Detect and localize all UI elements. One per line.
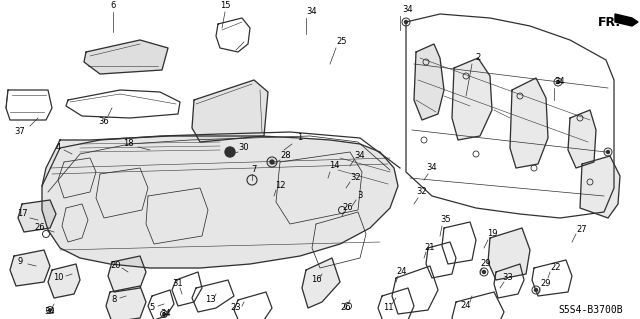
Text: 14: 14 bbox=[329, 161, 339, 170]
Text: 20: 20 bbox=[111, 261, 121, 270]
Text: 3: 3 bbox=[357, 191, 363, 201]
Polygon shape bbox=[42, 136, 398, 268]
Text: 34: 34 bbox=[45, 308, 55, 316]
Text: 8: 8 bbox=[111, 295, 116, 305]
Text: 5: 5 bbox=[149, 303, 155, 313]
Text: S5S4-B3700B: S5S4-B3700B bbox=[558, 305, 623, 315]
Text: 25: 25 bbox=[337, 38, 348, 47]
Text: 17: 17 bbox=[17, 210, 28, 219]
Text: 34: 34 bbox=[355, 151, 365, 160]
Polygon shape bbox=[414, 44, 444, 120]
Polygon shape bbox=[302, 258, 340, 308]
Polygon shape bbox=[580, 156, 620, 218]
Text: 1: 1 bbox=[298, 133, 303, 143]
Polygon shape bbox=[488, 228, 530, 280]
Text: 6: 6 bbox=[110, 2, 116, 11]
Text: 10: 10 bbox=[52, 273, 63, 283]
Circle shape bbox=[557, 80, 559, 84]
Text: 37: 37 bbox=[15, 128, 26, 137]
Text: 30: 30 bbox=[239, 144, 250, 152]
Text: 34: 34 bbox=[555, 78, 565, 86]
Text: 11: 11 bbox=[383, 303, 393, 313]
Polygon shape bbox=[452, 58, 492, 140]
Text: 2: 2 bbox=[476, 54, 481, 63]
Polygon shape bbox=[615, 14, 638, 26]
Polygon shape bbox=[510, 78, 548, 168]
Text: 34: 34 bbox=[427, 164, 437, 173]
Polygon shape bbox=[106, 286, 146, 319]
Polygon shape bbox=[84, 40, 168, 74]
Text: 23: 23 bbox=[230, 303, 241, 313]
Text: 32: 32 bbox=[351, 174, 362, 182]
Text: 35: 35 bbox=[441, 216, 451, 225]
Text: 28: 28 bbox=[281, 152, 291, 160]
Text: 26: 26 bbox=[342, 204, 353, 212]
Text: 12: 12 bbox=[275, 182, 285, 190]
Text: 22: 22 bbox=[551, 263, 561, 272]
Polygon shape bbox=[192, 80, 268, 142]
Circle shape bbox=[534, 288, 538, 292]
Polygon shape bbox=[568, 110, 596, 168]
Text: 15: 15 bbox=[220, 2, 230, 11]
Polygon shape bbox=[48, 264, 80, 298]
Text: 33: 33 bbox=[502, 273, 513, 283]
Circle shape bbox=[270, 160, 274, 164]
Text: 26: 26 bbox=[35, 224, 45, 233]
Text: 4: 4 bbox=[56, 144, 61, 152]
Text: 29: 29 bbox=[541, 279, 551, 288]
Text: 9: 9 bbox=[17, 257, 22, 266]
Text: 13: 13 bbox=[205, 295, 215, 305]
Text: 29: 29 bbox=[481, 259, 492, 269]
Circle shape bbox=[163, 313, 165, 315]
Text: 24: 24 bbox=[461, 301, 471, 310]
Text: 34: 34 bbox=[307, 8, 317, 17]
Text: 21: 21 bbox=[425, 243, 435, 253]
Text: 31: 31 bbox=[173, 279, 183, 288]
Text: 32: 32 bbox=[417, 188, 428, 197]
Circle shape bbox=[607, 151, 609, 153]
Text: 24: 24 bbox=[397, 268, 407, 277]
Text: 26: 26 bbox=[340, 303, 351, 313]
Polygon shape bbox=[108, 256, 146, 292]
Circle shape bbox=[49, 309, 51, 311]
Text: 16: 16 bbox=[310, 276, 321, 285]
Polygon shape bbox=[10, 250, 50, 286]
Circle shape bbox=[404, 20, 408, 24]
Text: 19: 19 bbox=[487, 229, 497, 239]
Circle shape bbox=[225, 147, 235, 157]
Text: FR.: FR. bbox=[598, 16, 621, 28]
Text: 34: 34 bbox=[403, 5, 413, 14]
Text: 18: 18 bbox=[123, 138, 133, 147]
Text: 7: 7 bbox=[252, 166, 257, 174]
Text: 34: 34 bbox=[161, 309, 172, 318]
Circle shape bbox=[483, 271, 486, 273]
Text: 36: 36 bbox=[99, 117, 109, 127]
Text: 27: 27 bbox=[577, 226, 588, 234]
Polygon shape bbox=[18, 200, 56, 232]
